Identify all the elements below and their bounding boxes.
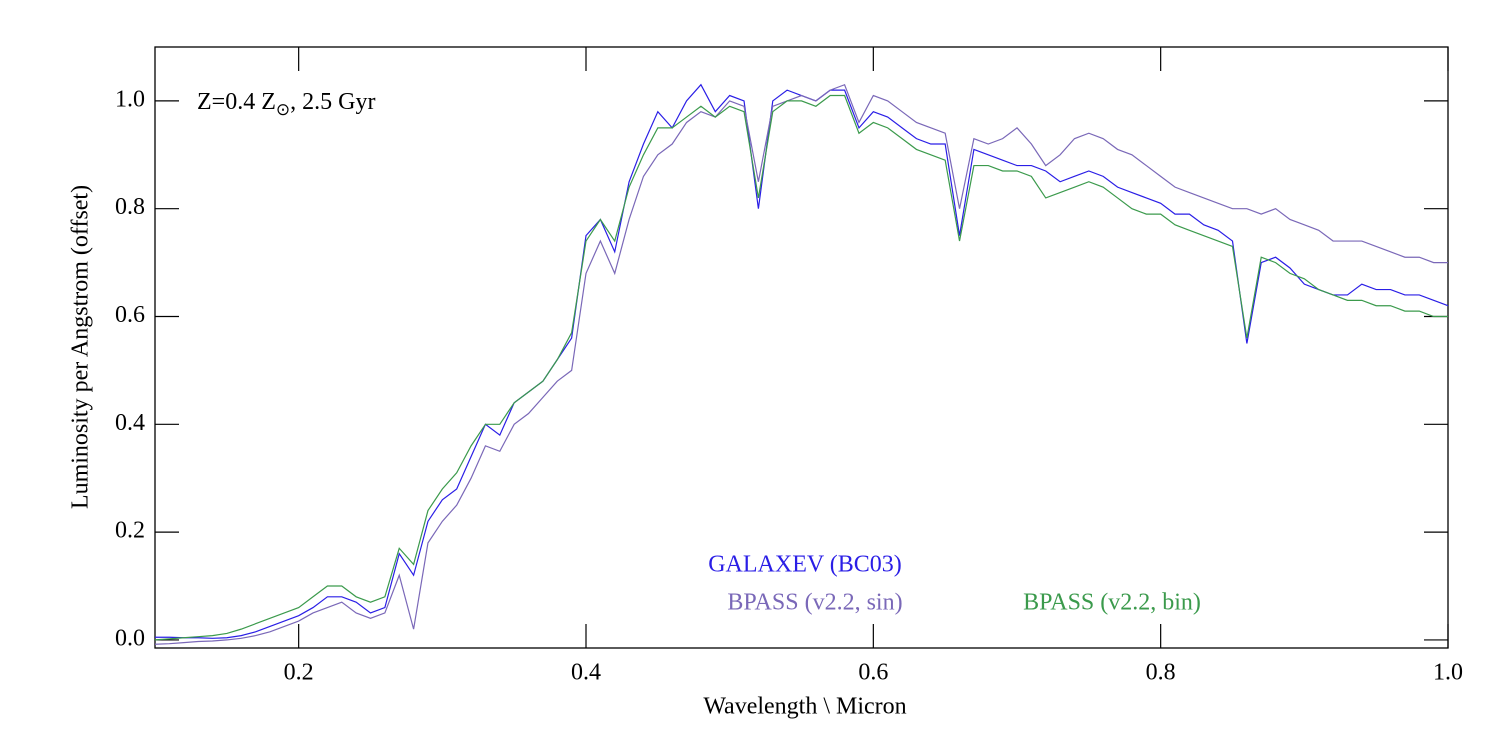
- x-axis-label: Wavelength \ Micron: [703, 694, 906, 720]
- annotation: Z=0.4 Z⊙, 2.5 Gyr: [197, 89, 375, 119]
- y-tick-label: 0.6: [115, 302, 145, 328]
- legend-entry: BPASS (v2.2, sin): [727, 590, 902, 616]
- annotation-main: Z=0.4 Z: [197, 89, 276, 115]
- annotation-sub: ⊙: [276, 100, 290, 119]
- y-axis-label: Luminosity per Angstrom (offset): [68, 185, 94, 509]
- x-tick-label: 0.2: [284, 660, 314, 686]
- y-tick-label: 0.4: [115, 410, 145, 436]
- legend-entry: BPASS (v2.2, bin): [1023, 590, 1201, 616]
- spectrum-line: [154, 83, 1448, 645]
- x-tick-label: 0.6: [858, 660, 888, 686]
- x-tick-label: 1.0: [1433, 660, 1463, 686]
- y-tick-label: 0.0: [115, 625, 145, 651]
- spectrum-line: [154, 94, 1448, 641]
- y-tick-label: 0.8: [115, 194, 145, 220]
- legend-entry: GALAXEV (BC03): [708, 552, 902, 578]
- x-tick-label: 0.8: [1146, 660, 1176, 686]
- plot-frame: [154, 46, 1449, 649]
- y-tick-label: 1.0: [115, 86, 145, 112]
- x-tick-label: 0.4: [571, 660, 601, 686]
- y-tick-label: 0.2: [115, 518, 145, 544]
- annotation-rest: , 2.5 Gyr: [290, 89, 375, 115]
